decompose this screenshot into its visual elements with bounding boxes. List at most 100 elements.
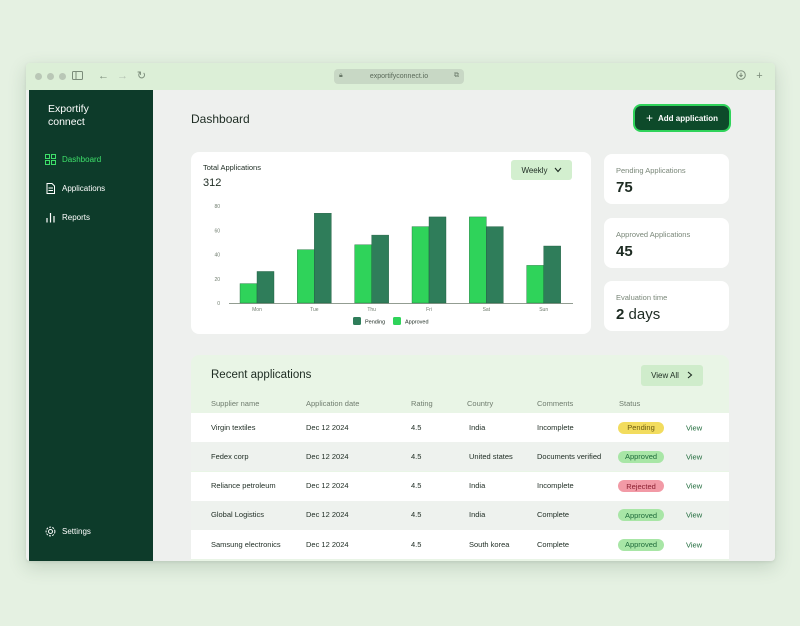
bar-approved-mon (239, 283, 258, 304)
cell-rating: 4.5 (411, 451, 422, 461)
page-title: Dashboard (191, 112, 250, 126)
status-badge: Approved (618, 509, 664, 522)
y-tick-label: 40 (214, 253, 220, 259)
document-icon (45, 183, 56, 194)
grid-icon (45, 154, 56, 165)
add-application-button[interactable]: + Add application (635, 106, 729, 130)
sidebar-item-label: Dashboard (62, 155, 102, 164)
sidebar-item-label: Reports (62, 213, 91, 222)
bar-pending-sat (486, 226, 504, 304)
cell-comments: Complete (537, 539, 570, 549)
sidebar-toggle-icon[interactable] (71, 70, 84, 83)
view-link[interactable]: View (686, 510, 703, 520)
x-tick-label: Tue (310, 307, 319, 313)
cell-rating: 4.5 (411, 510, 422, 520)
recent-applications-title: Recent applications (211, 369, 312, 381)
bar-pending-thu (371, 234, 389, 304)
sidebar-item-reports[interactable]: Reports (45, 212, 90, 223)
table-row: Global Logistics Dec 12 2024 4.5 India Compl… (191, 500, 729, 530)
x-tick-label: Thu (367, 307, 376, 313)
close-dot[interactable] (35, 73, 42, 80)
cell-supplier: Virgin textiles (211, 422, 256, 432)
bar-chart: 0 20 40 60 80 Mon Tue Thu Fri Sat Sun Pending Approv… (214, 204, 573, 325)
reload-icon[interactable]: ↻ (136, 70, 147, 82)
table-row: Reliance petroleum Dec 12 2024 4.5 India Inc… (191, 471, 729, 501)
cell-rating: 4.5 (411, 481, 422, 491)
bar-approved-sat (469, 216, 487, 304)
period-dropdown[interactable]: Weekly (511, 160, 572, 180)
sidebar-item-label: Applications (62, 184, 106, 193)
status-badge: Rejected (618, 480, 664, 493)
cell-date: Dec 12 2024 (306, 539, 349, 549)
view-link[interactable]: View (686, 540, 703, 550)
download-icon[interactable] (734, 70, 747, 83)
status-badge: Approved (618, 538, 664, 551)
cell-country: India (469, 510, 486, 520)
stat-value: 45 (616, 243, 633, 260)
cell-date: Dec 12 2024 (306, 481, 349, 491)
back-arrow-icon[interactable]: ← (98, 70, 109, 82)
stat-label: Pending Applications (616, 166, 686, 175)
table-row: Fedex corp Dec 12 2024 4.5 United states Doc… (191, 442, 729, 472)
address-bar[interactable]: 🔒︎ exportifyconnect.io ⧉ (334, 69, 464, 84)
new-tab-icon[interactable]: + (756, 70, 763, 82)
sidebar: Exportify connect Dashboard Applications… (29, 90, 153, 561)
bar-approved-thu (354, 244, 372, 304)
view-all-label: View All (651, 371, 679, 380)
table-row: Samsung electronics Dec 12 2024 4.5 South k… (191, 530, 729, 560)
brand-logo-text: Exportify connect (48, 103, 89, 128)
view-all-button[interactable]: View All (641, 365, 703, 386)
table-row: Virgin textiles Dec 12 2024 4.5 India Incomp… (191, 413, 729, 442)
link-icon[interactable]: ⧉ (454, 72, 459, 79)
cell-supplier: Samsung electronics (211, 539, 281, 549)
cell-supplier: Global Logistics (211, 510, 264, 520)
column-header-rating: Rating (411, 399, 433, 408)
bar-pending-fri (428, 216, 447, 304)
cell-rating: 4.5 (411, 539, 422, 549)
gear-icon (45, 526, 56, 537)
cell-supplier: Fedex corp (211, 451, 249, 461)
sidebar-item-applications[interactable]: Applications (45, 183, 105, 194)
bar-pending-sun (543, 245, 561, 304)
y-tick-label: 20 (214, 277, 220, 283)
column-header-comments: Comments (537, 399, 574, 408)
chart-total: 312 (203, 177, 222, 189)
forward-arrow-icon[interactable]: → (117, 70, 128, 82)
chevron-right-icon (687, 371, 693, 381)
url-text: exportifyconnect.io (369, 73, 429, 80)
total-applications-card: Total Applications 312 Weekly 0 20 40 60 80 M… (191, 152, 591, 334)
stat-number: 2 (616, 306, 625, 323)
cell-supplier: Reliance petroleum (211, 481, 276, 491)
x-tick-label: Mon (252, 307, 262, 313)
view-link[interactable]: View (686, 452, 703, 462)
legend-label-pending: Pending (365, 319, 385, 325)
sidebar-item-label: Settings (62, 527, 91, 536)
evaluation-time-card: Evaluation time 2 days (604, 281, 729, 331)
cell-country: India (469, 422, 486, 432)
sidebar-item-dashboard[interactable]: Dashboard (45, 154, 101, 165)
stat-value: 2 days (616, 306, 660, 323)
cell-date: Dec 12 2024 (306, 451, 349, 461)
view-link[interactable]: View (686, 481, 703, 491)
cell-date: Dec 12 2024 (306, 510, 349, 520)
x-tick-label: Fri (426, 307, 432, 313)
legend-swatch-approved (393, 317, 401, 325)
column-header-status: Status (619, 399, 641, 408)
plus-icon: + (645, 111, 653, 125)
recent-applications-card: Recent applications View All Supplier na… (191, 355, 729, 561)
approved-applications-card: Approved Applications 45 (604, 218, 729, 268)
main-content: Dashboard + Add application Total Applic… (153, 90, 775, 561)
cell-country: United states (469, 451, 513, 461)
minimize-dot[interactable] (47, 73, 54, 80)
cell-comments: Documents verified (537, 451, 602, 461)
bar-pending-tue (314, 213, 332, 304)
chevron-down-icon (554, 166, 562, 175)
view-link[interactable]: View (686, 423, 703, 432)
cell-comments: Incomplete (537, 481, 574, 491)
bar-approved-tue (297, 249, 315, 304)
stat-unit: days (628, 306, 661, 323)
sidebar-item-settings[interactable]: Settings (45, 526, 91, 537)
chart-title: Total Applications (203, 163, 261, 172)
maximize-dot[interactable] (59, 73, 66, 80)
column-header-date: Application date (306, 399, 360, 408)
